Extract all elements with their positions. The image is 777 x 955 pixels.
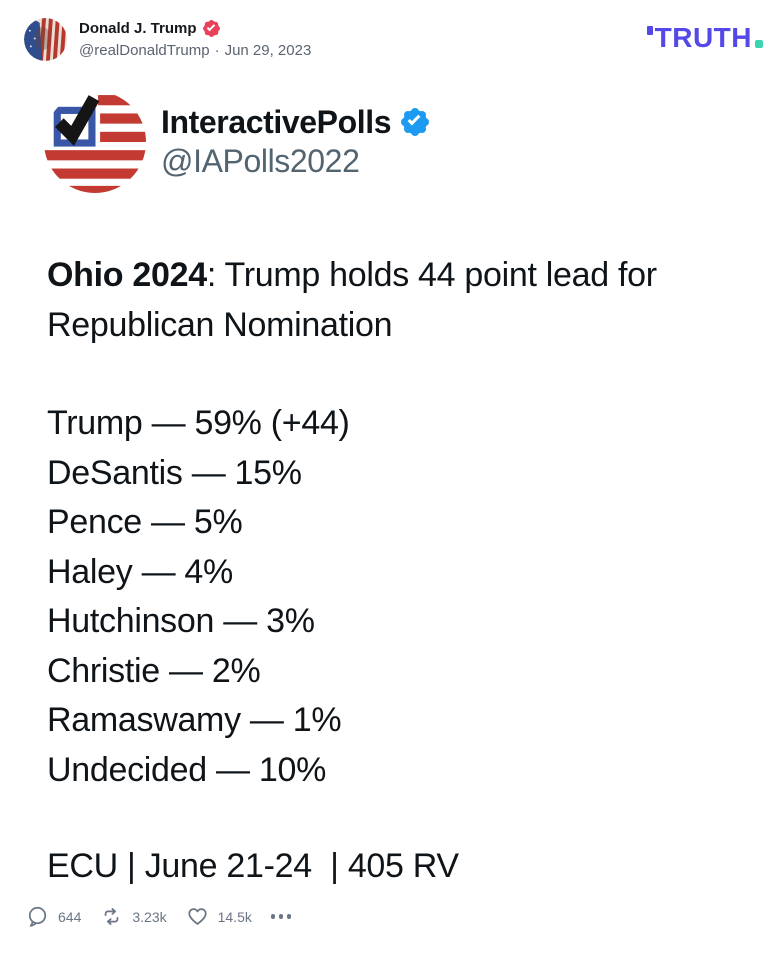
reply-count: 644 [58,908,82,925]
tweet-image[interactable]: InteractivePolls @IAPolls2022 Ohio 2024:… [44,91,737,891]
verified-badge-blue-icon [401,108,429,136]
poll-line: Haley — 4% [47,552,233,591]
poll-line: Pence — 5% [47,503,243,541]
tweet-header: InteractivePolls @IAPolls2022 [44,91,737,193]
poll-line: Hutchinson — 3% [47,602,315,640]
ballot-box-flag-icon [44,91,146,193]
post-header: Donald J. Trump @realDonaldTrump · Jun 2… [0,0,777,64]
retruth-icon [105,908,119,925]
like-button[interactable]: 14.5k [186,905,252,928]
poll-source-line: ECU | June 21-24 | 405 RV [47,847,459,885]
author-avatar[interactable] [24,18,67,61]
reply-icon [28,906,47,927]
tweet-title-line2: Republican Nomination [47,306,393,344]
post-date[interactable]: Jun 29, 2023 [224,42,312,59]
separator-dot: · [214,42,220,59]
poll-line: Undecided — 10% [47,750,327,789]
author-handle[interactable]: @realDonaldTrump [79,42,210,59]
like-count: 14.5k [217,908,252,925]
retruth-button[interactable]: 3.23k [100,905,167,928]
action-bar: 644 3.23k 14.5k [26,905,777,928]
more-icon [270,910,292,923]
poll-line: Ramaswamy — 1% [47,701,342,739]
tweet-avatar [44,91,146,193]
poll-line: Christie — 2% [47,651,261,690]
tweet-title: Ohio 2024: Trump holds 44 point lead for… [47,250,737,350]
reply-button[interactable]: 644 [26,905,81,928]
tweet-author-name: InteractivePolls [161,104,392,140]
verified-badge-red-icon [203,20,220,37]
tweet-title-bold: Ohio 2024 [47,256,207,294]
poll-line: DeSantis — 15% [47,453,302,492]
like-icon [188,908,207,925]
truth-logo-text: TRUTH [654,22,752,53]
tweet-title-rest: : Trump holds 44 point lead for [206,256,657,294]
retruth-count: 3.23k [132,908,167,925]
author-name[interactable]: Donald J. Trump [79,20,197,37]
truth-logo-dot [755,40,763,48]
truth-logo-tick [646,26,653,35]
more-button[interactable] [270,910,292,923]
poll-line: Trump — 59% (+44) [47,404,350,442]
poll-results-list: Trump — 59% (+44) DeSantis — 15% Pence —… [47,399,737,795]
trump-flag-face-icon [24,18,67,61]
truth-logo: TRUTH [646,22,763,53]
tweet-author-handle: @IAPolls2022 [161,143,360,179]
